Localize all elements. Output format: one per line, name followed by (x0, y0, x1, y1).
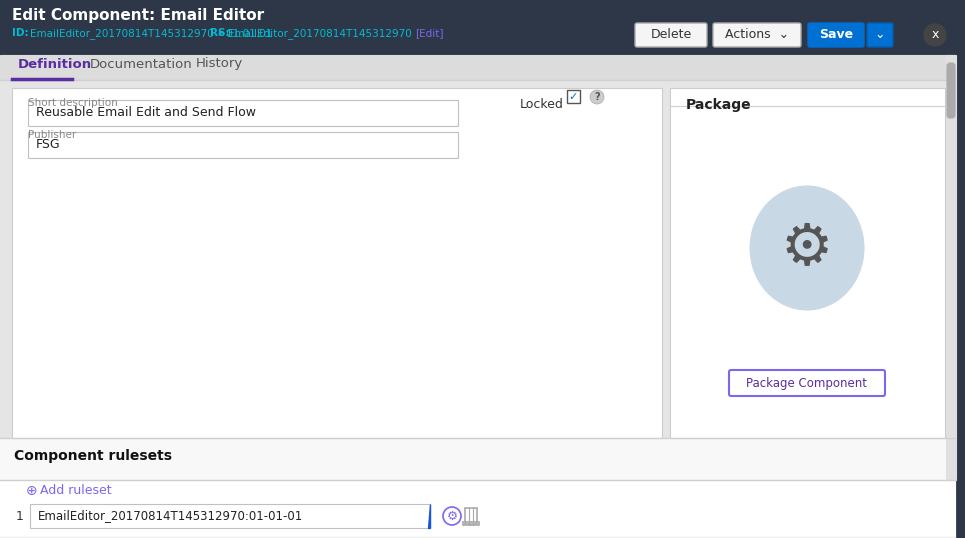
Bar (465, 508, 477, 524)
Polygon shape (428, 504, 430, 528)
Bar (567, 90, 580, 103)
Text: ID:: ID: (12, 28, 29, 38)
Text: Publisher: Publisher (28, 130, 76, 140)
Bar (463, 522, 479, 525)
FancyBboxPatch shape (713, 23, 801, 47)
Text: EmailEditor_20170814T145312970 • 01.01.01: EmailEditor_20170814T145312970 • 01.01.0… (30, 28, 272, 39)
Text: Locked: Locked (520, 98, 564, 111)
Bar (28, 100, 458, 126)
Bar (0, 536, 955, 538)
Bar (0, 438, 955, 480)
FancyBboxPatch shape (635, 23, 707, 47)
Text: [Edit]: [Edit] (415, 28, 444, 38)
Bar (0, 480, 955, 538)
Text: EmailEditor_20170814T145312970: EmailEditor_20170814T145312970 (228, 28, 412, 39)
Text: Save: Save (819, 29, 853, 41)
Text: x: x (931, 29, 939, 41)
Circle shape (924, 24, 946, 46)
Text: ✓: ✓ (568, 92, 578, 102)
Text: Package Component: Package Component (747, 377, 868, 390)
Bar (0, 55, 955, 538)
FancyBboxPatch shape (808, 23, 864, 47)
Text: Documentation: Documentation (90, 58, 193, 70)
Text: FSG: FSG (36, 138, 61, 152)
Bar (28, 132, 458, 158)
Circle shape (590, 90, 604, 104)
FancyBboxPatch shape (947, 63, 955, 118)
Bar (946, 55, 956, 480)
Text: 1: 1 (16, 509, 24, 522)
Bar (12, 88, 662, 438)
Text: ⊕: ⊕ (26, 484, 38, 498)
Text: ⚙: ⚙ (447, 509, 457, 522)
Text: RS:: RS: (210, 28, 230, 38)
Text: ⚙: ⚙ (781, 220, 833, 277)
Text: EmailEditor_20170814T145312970:01-01-01: EmailEditor_20170814T145312970:01-01-01 (38, 509, 303, 522)
Bar (0, 0, 965, 55)
Bar (670, 88, 945, 438)
Bar (30, 504, 430, 528)
Text: History: History (196, 58, 243, 70)
Text: ?: ? (594, 92, 600, 102)
Text: Reusable Email Edit and Send Flow: Reusable Email Edit and Send Flow (36, 107, 256, 119)
Text: Delete: Delete (650, 29, 692, 41)
FancyBboxPatch shape (867, 23, 893, 47)
Text: Package: Package (686, 98, 752, 112)
FancyBboxPatch shape (729, 370, 885, 396)
Text: Component rulesets: Component rulesets (14, 449, 172, 463)
Bar (0, 55, 955, 80)
Text: Definition: Definition (18, 58, 92, 70)
Text: Edit Component: Email Editor: Edit Component: Email Editor (12, 8, 264, 23)
Text: Add ruleset: Add ruleset (40, 485, 112, 498)
Text: Actions  ⌄: Actions ⌄ (725, 29, 789, 41)
Text: Short description: Short description (28, 98, 118, 108)
Text: ⌄: ⌄ (874, 29, 885, 41)
Ellipse shape (750, 186, 865, 310)
